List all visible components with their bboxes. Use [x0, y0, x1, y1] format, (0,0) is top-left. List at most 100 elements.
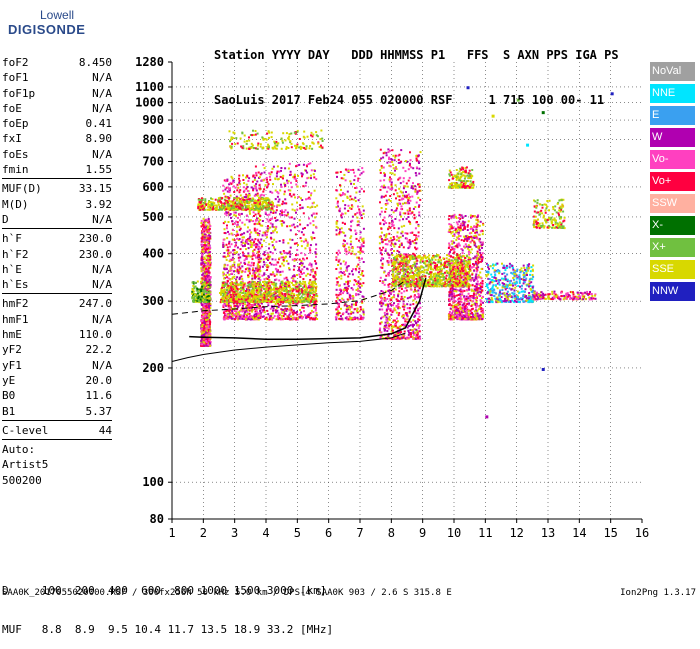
echo-point — [337, 201, 339, 203]
echo-point — [358, 268, 360, 270]
echo-point — [301, 317, 303, 319]
echo-point — [261, 172, 263, 174]
echo-point — [412, 319, 414, 321]
echo-point — [361, 167, 363, 169]
echo-point — [224, 213, 226, 215]
echo-point — [390, 249, 392, 251]
echo-point — [409, 311, 411, 313]
echo-point — [209, 272, 211, 274]
echo-point — [456, 312, 458, 314]
echo-point — [200, 340, 202, 342]
echo-point — [394, 243, 396, 245]
echo-point — [299, 317, 301, 319]
echo-point — [480, 303, 482, 305]
echo-point — [337, 254, 339, 256]
echo-point — [399, 214, 401, 216]
echo-point — [310, 244, 312, 246]
echo-point — [392, 225, 394, 227]
echo-point — [227, 264, 229, 266]
echo-point — [295, 180, 297, 182]
echo-point — [259, 219, 261, 221]
echo-point — [389, 195, 391, 197]
echo-point — [415, 227, 417, 229]
echo-point — [395, 155, 397, 157]
echo-point — [348, 170, 350, 172]
echo-point — [260, 258, 262, 260]
echo-point — [203, 327, 205, 329]
echo-point — [394, 159, 396, 161]
echo-point — [415, 188, 417, 190]
echo-point — [418, 308, 420, 310]
echo-point — [348, 251, 350, 253]
echo-point — [269, 191, 271, 193]
echo-point — [202, 272, 204, 274]
echo-point — [381, 305, 383, 307]
echo-point — [357, 308, 359, 310]
echo-point — [360, 248, 362, 250]
echo-point — [476, 237, 478, 239]
echo-point — [362, 171, 364, 173]
echo-point — [297, 175, 299, 177]
echo-point — [469, 232, 471, 234]
echo-point — [471, 274, 473, 276]
echo-point — [208, 325, 210, 327]
echo-point — [310, 194, 312, 196]
echo-point — [469, 241, 471, 243]
echo-point — [275, 268, 277, 270]
echo-point — [233, 261, 235, 263]
echo-point — [479, 315, 481, 317]
echo-point — [301, 175, 303, 177]
echo-point — [349, 317, 351, 319]
echo-point — [408, 168, 410, 170]
echo-point — [394, 157, 396, 159]
echo-point — [457, 223, 459, 225]
echo-point — [287, 242, 289, 244]
echo-point — [350, 241, 352, 243]
echo-point — [448, 243, 450, 245]
echo-point — [362, 275, 364, 277]
echo-point — [414, 206, 416, 208]
echo-point — [224, 319, 226, 321]
echo-point — [480, 300, 482, 302]
echo-point — [449, 311, 451, 313]
echo-point — [303, 272, 305, 274]
echo-point — [228, 241, 230, 243]
echo-point — [406, 314, 408, 316]
echo-point — [399, 195, 401, 197]
echo-point — [293, 280, 295, 282]
echo-point — [248, 177, 250, 179]
echo-point — [204, 315, 206, 317]
echo-point — [461, 312, 463, 314]
echo-point — [264, 264, 266, 266]
echo-point — [286, 310, 288, 312]
echo-point — [264, 311, 266, 313]
echo-point — [245, 318, 247, 320]
echo-point — [346, 311, 348, 313]
echo-point — [418, 173, 420, 175]
echo-point — [409, 207, 411, 209]
echo-point — [314, 260, 316, 262]
echo-point — [390, 178, 392, 180]
echo-point — [289, 309, 291, 311]
echo-point — [356, 238, 358, 240]
echo-point — [385, 322, 387, 324]
echo-point — [379, 329, 381, 331]
echo-point — [386, 191, 388, 193]
echo-point — [407, 202, 409, 204]
echo-point — [359, 287, 361, 289]
echo-point — [309, 162, 311, 164]
echo-point — [414, 247, 416, 249]
echo-point — [274, 275, 276, 277]
echo-point — [390, 165, 392, 167]
echo-point — [398, 227, 400, 229]
echo-point — [346, 269, 348, 271]
echo-point — [271, 263, 273, 265]
echo-point — [306, 257, 308, 259]
echo-point — [223, 193, 225, 195]
echo-point — [314, 216, 316, 218]
echo-point — [341, 318, 343, 320]
echo-point — [398, 237, 400, 239]
echo-point — [415, 338, 417, 340]
echo-point — [458, 235, 460, 237]
echo-point — [307, 206, 309, 208]
